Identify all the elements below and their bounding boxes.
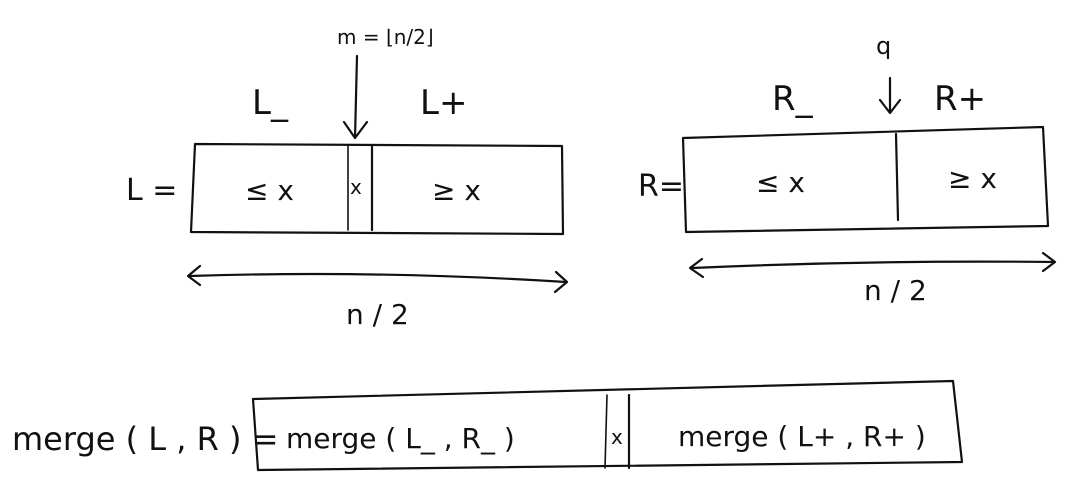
right-cell-le: ≤ x — [756, 166, 805, 199]
merge-cell-left: merge ( L_ , R_ ) — [286, 422, 515, 455]
merge-cell-right: merge ( L+ , R+ ) — [678, 420, 926, 453]
left-length-arrowhead-right — [553, 270, 569, 294]
right-plus-label: R+ — [934, 79, 986, 119]
right-pivot-arrowhead — [878, 98, 902, 115]
right-array-box — [681, 125, 1050, 234]
right-length-arrowhead-right — [1041, 251, 1057, 273]
merge-cell-pivot: x — [611, 425, 623, 449]
merge-divider-1 — [604, 394, 608, 469]
right-divider — [894, 132, 900, 222]
left-plus-label: L+ — [420, 83, 467, 123]
left-cell-ge: ≥ x — [432, 174, 481, 207]
right-array-name: R= — [638, 169, 684, 204]
right-minus-label: R_ — [772, 79, 814, 119]
right-length-label: n / 2 — [864, 274, 927, 307]
left-cell-pivot: x — [350, 175, 362, 199]
left-length-arrowhead-left — [186, 264, 202, 287]
right-length-arrow — [690, 260, 1056, 270]
split-index-label: m = ⌊n/2⌋ — [337, 25, 434, 49]
left-array-name: L = — [126, 173, 177, 208]
merge-result-box — [251, 379, 964, 472]
left-length-label: n / 2 — [346, 298, 409, 331]
split-arrow — [353, 54, 359, 140]
right-pivot-label: q — [876, 32, 891, 60]
right-cell-ge: ≥ x — [948, 162, 997, 195]
right-length-arrowhead-left — [688, 257, 705, 279]
left-length-arrow — [188, 272, 568, 284]
left-array-box — [189, 142, 565, 236]
left-cell-le: ≤ x — [245, 174, 294, 207]
split-arrowhead — [342, 120, 369, 140]
merge-lhs-label: merge ( L , R ) = — [12, 420, 279, 458]
left-minus-label: L_ — [252, 83, 289, 123]
